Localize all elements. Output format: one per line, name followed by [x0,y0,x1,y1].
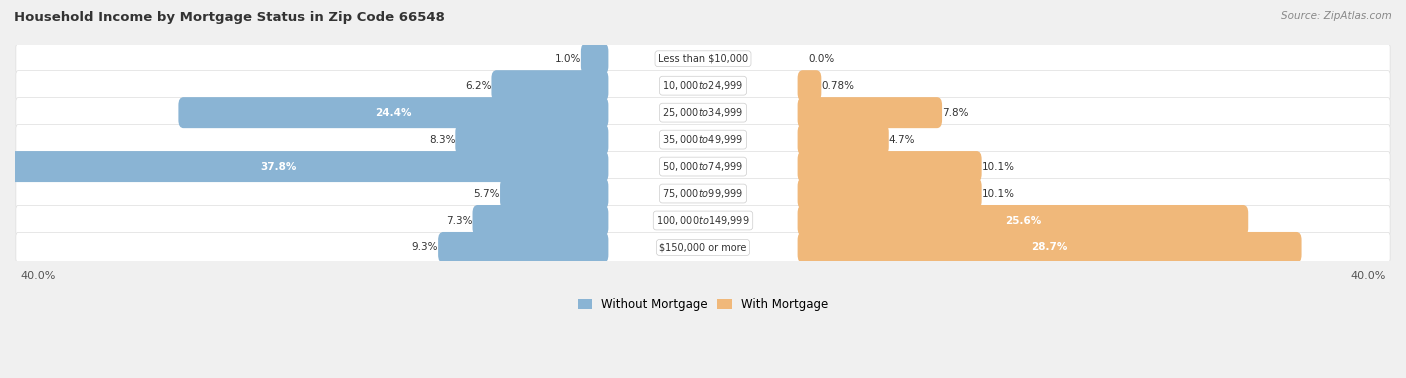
Text: 1.0%: 1.0% [554,54,581,64]
Text: 28.7%: 28.7% [1032,242,1067,253]
FancyBboxPatch shape [797,97,942,128]
FancyBboxPatch shape [15,124,1391,155]
FancyBboxPatch shape [501,178,609,209]
Text: 9.3%: 9.3% [412,242,439,253]
Text: $150,000 or more: $150,000 or more [659,242,747,253]
Text: $35,000 to $49,999: $35,000 to $49,999 [662,133,744,146]
FancyBboxPatch shape [179,97,609,128]
FancyBboxPatch shape [15,71,1391,101]
FancyBboxPatch shape [439,232,609,263]
Text: Source: ZipAtlas.com: Source: ZipAtlas.com [1281,11,1392,21]
FancyBboxPatch shape [15,98,1391,128]
FancyBboxPatch shape [797,232,1302,263]
Text: $100,000 to $149,999: $100,000 to $149,999 [657,214,749,227]
FancyBboxPatch shape [797,124,889,155]
FancyBboxPatch shape [456,124,609,155]
Text: $50,000 to $74,999: $50,000 to $74,999 [662,160,744,173]
Text: 40.0%: 40.0% [1351,271,1386,281]
Text: 7.3%: 7.3% [446,215,472,226]
Text: Household Income by Mortgage Status in Zip Code 66548: Household Income by Mortgage Status in Z… [14,11,444,24]
Text: 0.0%: 0.0% [808,54,834,64]
Legend: Without Mortgage, With Mortgage: Without Mortgage, With Mortgage [574,293,832,315]
FancyBboxPatch shape [797,178,981,209]
Text: 4.7%: 4.7% [889,135,915,145]
Text: 7.8%: 7.8% [942,108,969,118]
FancyBboxPatch shape [797,70,821,101]
Text: 6.2%: 6.2% [465,81,492,91]
Text: 8.3%: 8.3% [429,135,456,145]
Text: 24.4%: 24.4% [375,108,412,118]
Text: 10.1%: 10.1% [981,189,1015,198]
Text: Less than $10,000: Less than $10,000 [658,54,748,64]
FancyBboxPatch shape [15,43,1391,74]
Text: 25.6%: 25.6% [1005,215,1040,226]
Text: $25,000 to $34,999: $25,000 to $34,999 [662,106,744,119]
Text: 40.0%: 40.0% [20,271,55,281]
Text: 37.8%: 37.8% [260,161,297,172]
Text: 5.7%: 5.7% [474,189,501,198]
Text: $75,000 to $99,999: $75,000 to $99,999 [662,187,744,200]
FancyBboxPatch shape [797,151,981,182]
FancyBboxPatch shape [492,70,609,101]
FancyBboxPatch shape [472,205,609,236]
FancyBboxPatch shape [15,178,1391,209]
FancyBboxPatch shape [15,232,1391,263]
Text: 0.78%: 0.78% [821,81,855,91]
FancyBboxPatch shape [581,43,609,74]
FancyBboxPatch shape [15,205,1391,235]
FancyBboxPatch shape [15,152,1391,182]
Text: 10.1%: 10.1% [981,161,1015,172]
Text: $10,000 to $24,999: $10,000 to $24,999 [662,79,744,92]
FancyBboxPatch shape [0,151,609,182]
FancyBboxPatch shape [797,205,1249,236]
